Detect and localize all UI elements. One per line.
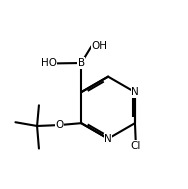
Text: Cl: Cl xyxy=(131,141,141,151)
Text: HO: HO xyxy=(41,58,57,68)
Text: B: B xyxy=(78,58,85,68)
Text: N: N xyxy=(104,134,112,144)
Text: OH: OH xyxy=(92,41,108,51)
Text: O: O xyxy=(55,120,64,130)
Text: N: N xyxy=(131,87,139,97)
